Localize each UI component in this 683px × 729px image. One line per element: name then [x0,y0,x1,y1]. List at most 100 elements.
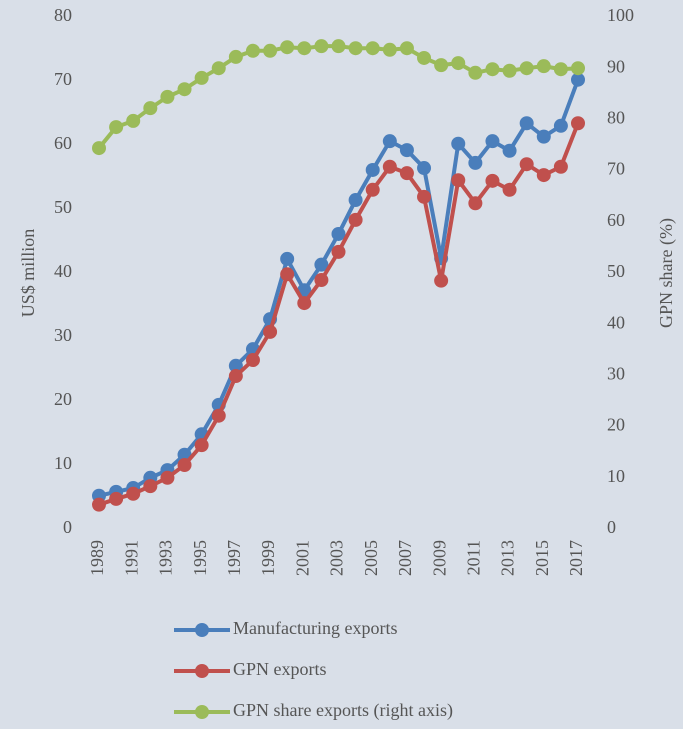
point [126,486,141,501]
x-tick-label: 2009 [429,540,449,576]
point [571,116,585,131]
x-tick-label: 2017 [566,540,586,576]
point [280,267,295,282]
legend-label: GPN exports [233,659,327,679]
y2-tick-label: 10 [607,466,625,486]
point [160,470,175,485]
point [263,324,278,339]
point [382,42,397,57]
point [519,61,534,76]
point [297,41,312,56]
x-tick-label: 2001 [292,540,312,576]
point [211,61,226,76]
point [143,101,158,116]
point [468,196,483,211]
y2-tick-label: 0 [607,517,616,537]
point [177,82,192,97]
point [365,182,380,197]
point [536,129,551,144]
point [109,491,124,506]
point [314,39,329,54]
y-tick-label: 50 [54,197,72,217]
y-tick-label: 80 [54,5,72,25]
point [92,141,106,156]
series-line [98,122,580,507]
series-line [98,79,580,498]
y2-tick-label: 100 [607,5,634,25]
point [160,89,175,104]
point [417,161,432,176]
point [297,296,312,311]
point [263,43,278,58]
point [194,438,209,453]
legend-marker [195,623,209,637]
legend-marker [195,664,209,678]
y-axis-label: US$ million [18,229,38,318]
point [502,143,517,158]
x-tick-label: 1995 [190,540,210,576]
x-tick-label: 1991 [121,540,141,576]
y-tick-label: 20 [54,389,72,409]
point [536,59,551,74]
point [331,244,346,259]
legend-marker [195,705,209,719]
point [177,458,192,472]
point [399,41,414,56]
point [434,58,449,73]
point [485,134,500,149]
point [228,49,243,64]
point [451,56,466,71]
y2-tick-label: 50 [607,261,625,281]
x-tick-label: 2007 [395,540,415,576]
point [417,50,432,65]
legend-label: GPN share exports (right axis) [233,700,453,721]
point [109,120,124,135]
point [348,193,363,208]
point [245,43,260,58]
point [399,143,414,158]
y2-tick-label: 70 [607,159,625,179]
point [211,408,226,423]
y-tick-label: 70 [54,69,72,89]
point [348,41,363,56]
x-tick-label: 2011 [463,540,483,575]
point [519,157,534,172]
point [451,173,466,188]
point [571,72,585,87]
point [331,39,346,54]
y2-axis-label: GPN share (%) [656,218,677,328]
point [468,65,483,80]
point [245,353,260,368]
y2-tick-label: 20 [607,415,625,435]
legend-label: Manufacturing exports [233,618,397,638]
y-tick-label: 0 [63,517,72,537]
point [434,273,449,288]
point [314,273,329,288]
point [280,40,295,55]
point [314,257,329,272]
point [382,134,397,149]
point [451,136,466,151]
x-tick-label: 2003 [327,540,347,576]
point [382,159,397,174]
y2-tick-label: 90 [607,56,625,76]
point [502,63,517,78]
point [485,173,500,188]
y2-tick-label: 30 [607,364,625,384]
y2-tick-label: 60 [607,210,625,230]
point [194,70,209,85]
point [143,479,158,494]
y-tick-label: 40 [54,261,72,281]
y-tick-label: 60 [54,133,72,153]
point [348,212,363,227]
point [485,62,500,77]
x-tick-label: 2005 [361,540,381,576]
point [468,155,483,170]
x-tick-label: 2013 [498,540,518,576]
point [280,251,295,266]
x-tick-label: 1993 [156,540,176,576]
point [126,113,141,128]
y-tick-label: 10 [54,453,72,473]
point [365,41,380,56]
